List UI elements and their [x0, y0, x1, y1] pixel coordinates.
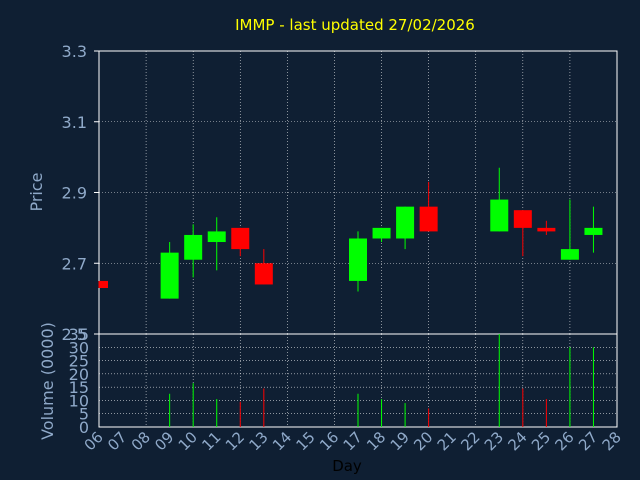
- x-ticks: 0607080910111213141516171819202122232425…: [81, 428, 625, 454]
- x-tick-label: 16: [316, 428, 342, 454]
- price-tick-label: 3.3: [62, 42, 87, 61]
- volume-bars: [169, 334, 594, 427]
- x-tick-label: 15: [293, 428, 319, 454]
- x-tick-label: 26: [552, 428, 578, 454]
- price-tick-label: 2.7: [62, 254, 87, 273]
- x-tick-label: 14: [269, 428, 295, 454]
- x-axis-label: Day: [332, 457, 362, 475]
- candle-body: [372, 227, 391, 239]
- x-tick-label: 28: [599, 428, 625, 454]
- price-tick-label: 3.1: [62, 113, 87, 132]
- x-tick-label: 19: [387, 428, 413, 454]
- candle-body: [99, 280, 108, 289]
- candle-body: [231, 227, 250, 250]
- price-y-ticks: 3.3 3.1 2.9 2.7 2.5: [62, 42, 99, 344]
- candle-body: [560, 249, 579, 260]
- x-tick-label: 24: [504, 428, 530, 454]
- candle-body: [419, 206, 438, 232]
- x-tick-label: 13: [245, 428, 271, 454]
- volume-tick-label: 10: [69, 391, 89, 410]
- volume-tick-label: 35: [69, 325, 89, 344]
- candle-body: [160, 252, 179, 299]
- candle-body: [349, 238, 367, 281]
- volume-tick-label: 20: [69, 365, 89, 384]
- volume-tick-label: 15: [69, 378, 89, 397]
- x-tick-label: 11: [198, 428, 224, 454]
- x-tick-label: 07: [104, 428, 130, 454]
- x-tick-label: 10: [175, 428, 201, 454]
- x-tick-label: 08: [128, 428, 154, 454]
- candle-body: [207, 231, 226, 243]
- candle-body: [396, 206, 415, 239]
- x-tick-label: 22: [457, 428, 483, 454]
- volume-y-axis-label: Volume (0000): [38, 322, 57, 440]
- x-tick-label: 25: [528, 428, 554, 454]
- candle-body: [184, 234, 203, 260]
- candle-body: [584, 227, 603, 235]
- x-tick-label: 27: [575, 428, 601, 454]
- chart-title: IMMP - last updated 27/02/2026: [235, 16, 475, 34]
- x-tick-label: 09: [151, 428, 177, 454]
- price-tick-label: 2.9: [62, 184, 87, 203]
- candle-body: [254, 263, 273, 285]
- x-tick-label: 20: [410, 428, 436, 454]
- volume-tick-label: 0: [79, 418, 89, 437]
- x-tick-label: 21: [434, 428, 460, 454]
- candle-body: [537, 227, 556, 232]
- x-tick-label: 17: [340, 428, 366, 454]
- candle-body: [513, 210, 532, 228]
- candle-body: [490, 199, 509, 232]
- x-tick-label: 12: [222, 428, 248, 454]
- price-panel: 3.3 3.1 2.9 2.7 2.5 Price: [27, 42, 618, 344]
- volume-tick-label: 5: [79, 405, 89, 424]
- price-y-axis-label: Price: [27, 172, 46, 211]
- price-tick-label: 2.5: [62, 325, 87, 344]
- volume-tick-label: 25: [69, 352, 89, 371]
- x-tick-label: 18: [363, 428, 389, 454]
- volume-tick-label: 30: [69, 338, 89, 357]
- candles: [98, 167, 603, 299]
- x-tick-label: 23: [481, 428, 507, 454]
